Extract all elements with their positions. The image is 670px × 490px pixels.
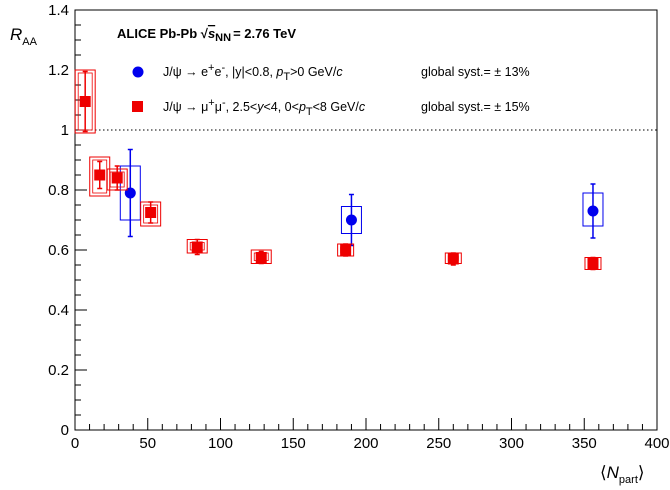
y-tick-label: 0.8 [48, 182, 69, 199]
y-tick-label: 0.4 [48, 302, 69, 319]
x-tick-label: 100 [208, 435, 233, 452]
x-tick-label: 200 [353, 435, 378, 452]
legend-syst-mumu: global syst.= ± 15% [421, 100, 530, 114]
legend-marker-square [132, 101, 143, 112]
data-point-square [94, 169, 106, 181]
legend: J/ψ → e+e-, |y|<0.8, pT>0 GeV/c global s… [132, 62, 530, 118]
x-axis-title: ⟨Npart⟩ [600, 463, 645, 486]
legend-marker-circle [132, 66, 144, 78]
x-tick-label: 50 [139, 435, 156, 452]
series-dimuon [74, 69, 602, 271]
data-point-square [145, 207, 157, 218]
data-point-square [191, 241, 203, 253]
x-tick-label: 250 [426, 435, 451, 452]
data-point-square [255, 252, 267, 263]
data-point-square [447, 253, 459, 265]
axis-ticks: 0 50 100 150 200 250 300 350 400 0 0.2 0.4 0.6 0.8 1 1.… [48, 2, 669, 452]
y-tick-label: 0 [61, 422, 69, 439]
legend-label-mumu: J/ψ → μ+μ-, 2.5<y<4, 0<pT<8 GeV/c [163, 97, 366, 118]
y-tick-label: 1 [61, 122, 69, 139]
series-dielectron [119, 148, 604, 247]
x-tick-label: 350 [572, 435, 597, 452]
syst-box [74, 69, 96, 134]
data-point-circle [587, 205, 599, 217]
x-tick-label: 300 [499, 435, 524, 452]
y-tick-label: 1.4 [48, 2, 69, 19]
y-tick-label: 0.2 [48, 362, 69, 379]
data-point-square [111, 172, 123, 184]
x-tick-label: 0 [71, 435, 79, 452]
x-tick-label: 150 [281, 435, 306, 452]
y-tick-label: 0.6 [48, 242, 69, 259]
data-point-square [587, 258, 599, 269]
data-point-square [79, 96, 91, 107]
syst-box [89, 156, 111, 197]
data-point-circle [345, 214, 357, 226]
data-point-square [340, 244, 352, 256]
chart-title: ALICE Pb-Pb √sNN = 2.76 TeV [117, 26, 296, 44]
legend-label-ee: J/ψ → e+e-, |y|<0.8, pT>0 GeV/c [163, 62, 343, 83]
data-point-circle [124, 187, 136, 199]
y-tick-label: 1.2 [48, 62, 69, 79]
y-axis-title: RAA [10, 25, 38, 48]
data-marks [74, 69, 604, 271]
x-tick-label: 400 [644, 435, 669, 452]
legend-syst-ee: global syst.= ± 13% [421, 65, 530, 79]
